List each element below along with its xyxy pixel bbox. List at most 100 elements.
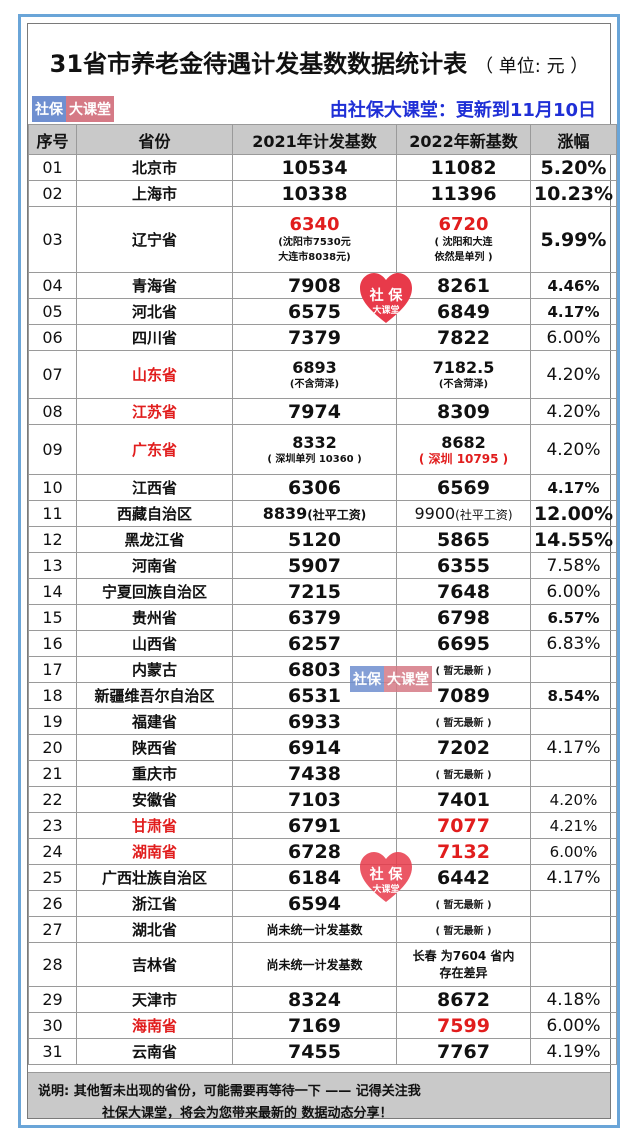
cell-base2021: 7215 xyxy=(232,578,397,605)
note-base2022: 长春 为7604 省内 xyxy=(412,948,515,963)
cell-base2022: 5865 xyxy=(396,526,531,553)
heart-icon xyxy=(360,273,412,323)
cell-province: 贵州省 xyxy=(76,604,233,631)
page-frame: 31省市养老金待遇计发基数数据统计表（ 单位: 元 ） 社保 大课堂 由社保大课堂… xyxy=(18,14,620,1128)
cell-province: 黑龙江省 xyxy=(76,526,233,553)
table-row: 30 海南省 7169 7599 6.00% xyxy=(28,1012,617,1039)
note-base2022: 存在差异 xyxy=(439,965,488,980)
cell-province: 吉林省 xyxy=(76,942,233,987)
cell-seq: 22 xyxy=(28,786,77,813)
cell-base2021: 6893 (不含菏泽) xyxy=(232,350,397,399)
table-row: 16 山西省 6257 6695 6.83% xyxy=(28,630,617,657)
cell-base2022: 6442 xyxy=(396,864,531,891)
cell-base2022: 7822 xyxy=(396,324,531,351)
cell-seq: 01 xyxy=(28,154,77,181)
cell-province: 湖北省 xyxy=(76,916,233,943)
cell-seq: 16 xyxy=(28,630,77,657)
cell-province: 甘肃省 xyxy=(76,812,233,839)
cell-seq: 31 xyxy=(28,1038,77,1065)
suffix-base2021: (社平工资) xyxy=(307,508,367,522)
note-base2021: (沈阳市7530元 xyxy=(278,237,351,248)
cell-base2022: ( 暂无最新 ) xyxy=(396,916,531,943)
heart-label-top: 社 保 xyxy=(369,288,403,304)
cell-base2021: 7379 xyxy=(232,324,397,351)
cell-growth: 4.20% xyxy=(530,350,617,399)
cell-base2022: 7202 xyxy=(396,734,531,761)
value-base2022: 7182.5 xyxy=(432,357,495,377)
cell-base2021: 7169 xyxy=(232,1012,397,1039)
table-row: 26 浙江省 6594 ( 暂无最新 ) xyxy=(28,890,617,917)
value-base2022: 9900 xyxy=(414,504,456,523)
update-text: 由社保大课堂：更新到11月10日 xyxy=(329,100,596,121)
cell-province: 江苏省 xyxy=(76,398,233,425)
footer-line1: 说明: 其他暂未出现的省份，可能需要再等待一下 —— 记得关注我 xyxy=(38,1084,421,1099)
cell-growth: 10.23% xyxy=(530,180,617,207)
table-row: 23 甘肃省 6791 7077 4.21% xyxy=(28,812,617,839)
table-row: 03 辽宁省 6340 (沈阳市7530元 大连市8038元) 6720 ( 沈… xyxy=(28,206,617,273)
cell-province: 河北省 xyxy=(76,298,233,325)
cell-base2021: 7974 xyxy=(232,398,397,425)
table-row: 13 河南省 5907 6355 7.58% xyxy=(28,552,617,579)
cell-base2022: 7767 xyxy=(396,1038,531,1065)
cell-province: 宁夏回族自治区 xyxy=(76,578,233,605)
cell-base2022: 6355 xyxy=(396,552,531,579)
cell-growth: 4.17% xyxy=(530,864,617,891)
brand-watermark: 社保 大课堂 xyxy=(350,666,432,692)
table-row: 01 北京市 10534 11082 5.20% xyxy=(28,154,617,181)
cell-base2021: 6257 xyxy=(232,630,397,657)
cell-growth: 7.58% xyxy=(530,552,617,579)
cell-seq: 20 xyxy=(28,734,77,761)
table-row: 27 湖北省 尚未统一计发基数 ( 暂无最新 ) xyxy=(28,916,617,943)
cell-base2021: 5120 xyxy=(232,526,397,553)
cell-base2022: 8672 xyxy=(396,986,531,1013)
cell-province: 新疆维吾尔自治区 xyxy=(76,682,233,709)
cell-growth: 4.18% xyxy=(530,986,617,1013)
cell-growth xyxy=(530,942,617,987)
heart-icon xyxy=(360,852,412,902)
cell-base2021: 6379 xyxy=(232,604,397,631)
value-base2021: 8839 xyxy=(262,504,308,523)
cell-growth: 4.46% xyxy=(530,272,617,299)
cell-base2021: 10534 xyxy=(232,154,397,181)
table-row: 07 山东省 6893 (不含菏泽) 7182.5 (不含菏泽) 4.20% xyxy=(28,350,617,399)
table-row: 31 云南省 7455 7767 4.19% xyxy=(28,1038,617,1065)
table-row: 06 四川省 7379 7822 6.00% xyxy=(28,324,617,351)
cell-base2021: 6933 xyxy=(232,708,397,735)
cell-growth: 5.20% xyxy=(530,154,617,181)
table-row: 19 福建省 6933 ( 暂无最新 ) xyxy=(28,708,617,735)
cell-seq: 25 xyxy=(28,864,77,891)
cell-base2021: 8332 ( 深圳单列 10360 ) xyxy=(232,424,397,475)
cell-base2022: ( 暂无最新 ) xyxy=(396,708,531,735)
footer-line2: 社保大课堂，将会为您带来最新的 数据动态分享！ xyxy=(102,1106,393,1121)
cell-seq: 23 xyxy=(28,812,77,839)
cell-base2021: 10338 xyxy=(232,180,397,207)
cell-province: 西藏自治区 xyxy=(76,500,233,527)
cell-growth xyxy=(530,890,617,917)
cell-province: 四川省 xyxy=(76,324,233,351)
cell-province: 安徽省 xyxy=(76,786,233,813)
cell-base2022: 7648 xyxy=(396,578,531,605)
table-row: 21 重庆市 7438 ( 暂无最新 ) xyxy=(28,760,617,787)
table-container: 31省市养老金待遇计发基数数据统计表（ 单位: 元 ） 社保 大课堂 由社保大课堂… xyxy=(27,23,617,1121)
cell-seq: 04 xyxy=(28,272,77,299)
table-row: 28 吉林省 尚未统一计发基数 长春 为7604 省内 存在差异 xyxy=(28,942,617,987)
brand-badge-part1: 社保 xyxy=(32,96,66,122)
cell-seq: 29 xyxy=(28,986,77,1013)
title-unit: （ 单位: 元 ） xyxy=(475,56,589,77)
cell-province: 山西省 xyxy=(76,630,233,657)
cell-seq: 11 xyxy=(28,500,77,527)
cell-province: 湖南省 xyxy=(76,838,233,865)
cell-seq: 27 xyxy=(28,916,77,943)
table-row: 05 河北省 6575 6849 4.17% xyxy=(28,298,617,325)
table-row: 14 宁夏回族自治区 7215 7648 6.00% xyxy=(28,578,617,605)
cell-base2022: 8261 xyxy=(396,272,531,299)
cell-growth: 4.19% xyxy=(530,1038,617,1065)
cell-province: 江西省 xyxy=(76,474,233,501)
cell-base2021: 6791 xyxy=(232,812,397,839)
note-base2022: ( 深圳 10795 ) xyxy=(418,451,509,466)
heart-logo: 社 保 大课堂 xyxy=(358,850,414,906)
cell-province: 北京市 xyxy=(76,154,233,181)
cell-base2021: 7438 xyxy=(232,760,397,787)
heart-logo: 社 保 大课堂 xyxy=(358,271,414,327)
cell-base2022: 6695 xyxy=(396,630,531,657)
